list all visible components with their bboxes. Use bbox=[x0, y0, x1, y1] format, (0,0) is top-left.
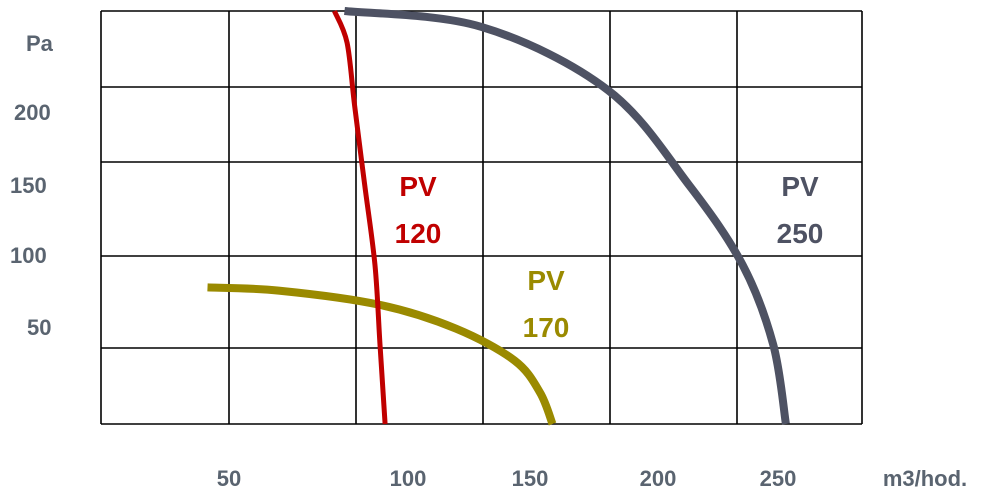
y-axis-label: Pa bbox=[26, 31, 54, 56]
chart-grid bbox=[100, 10, 863, 425]
y-tick-label: 150 bbox=[10, 173, 47, 198]
series-label-pv250-name: PV bbox=[781, 171, 819, 202]
x-tick-label: 100 bbox=[390, 466, 427, 491]
curves bbox=[207, 7, 790, 426]
series-label-pv120-value: 120 bbox=[395, 218, 442, 249]
curve-pv170 bbox=[207, 283, 557, 426]
x-tick-label: 200 bbox=[640, 466, 677, 491]
series-label-pv120-name: PV bbox=[399, 171, 437, 202]
series-labels: PV 120 PV 170 PV 250 bbox=[395, 171, 824, 343]
y-tick-label: 100 bbox=[10, 243, 47, 268]
x-axis-label: m3/hod. bbox=[883, 466, 967, 491]
x-axis-ticks: 50 100 150 200 250 m3/hod. bbox=[217, 466, 967, 491]
x-tick-label: 50 bbox=[217, 466, 241, 491]
x-tick-label: 250 bbox=[760, 466, 797, 491]
y-tick-label: 200 bbox=[14, 100, 51, 125]
y-tick-label: 50 bbox=[27, 315, 51, 340]
x-tick-label: 150 bbox=[512, 466, 549, 491]
series-label-pv170-name: PV bbox=[527, 265, 565, 296]
curve-pv250 bbox=[344, 7, 790, 425]
y-axis-ticks: Pa 200 150 100 50 bbox=[10, 31, 54, 340]
series-label-pv250-value: 250 bbox=[777, 218, 824, 249]
curve-pv120 bbox=[332, 9, 388, 425]
series-label-pv170-value: 170 bbox=[523, 312, 570, 343]
